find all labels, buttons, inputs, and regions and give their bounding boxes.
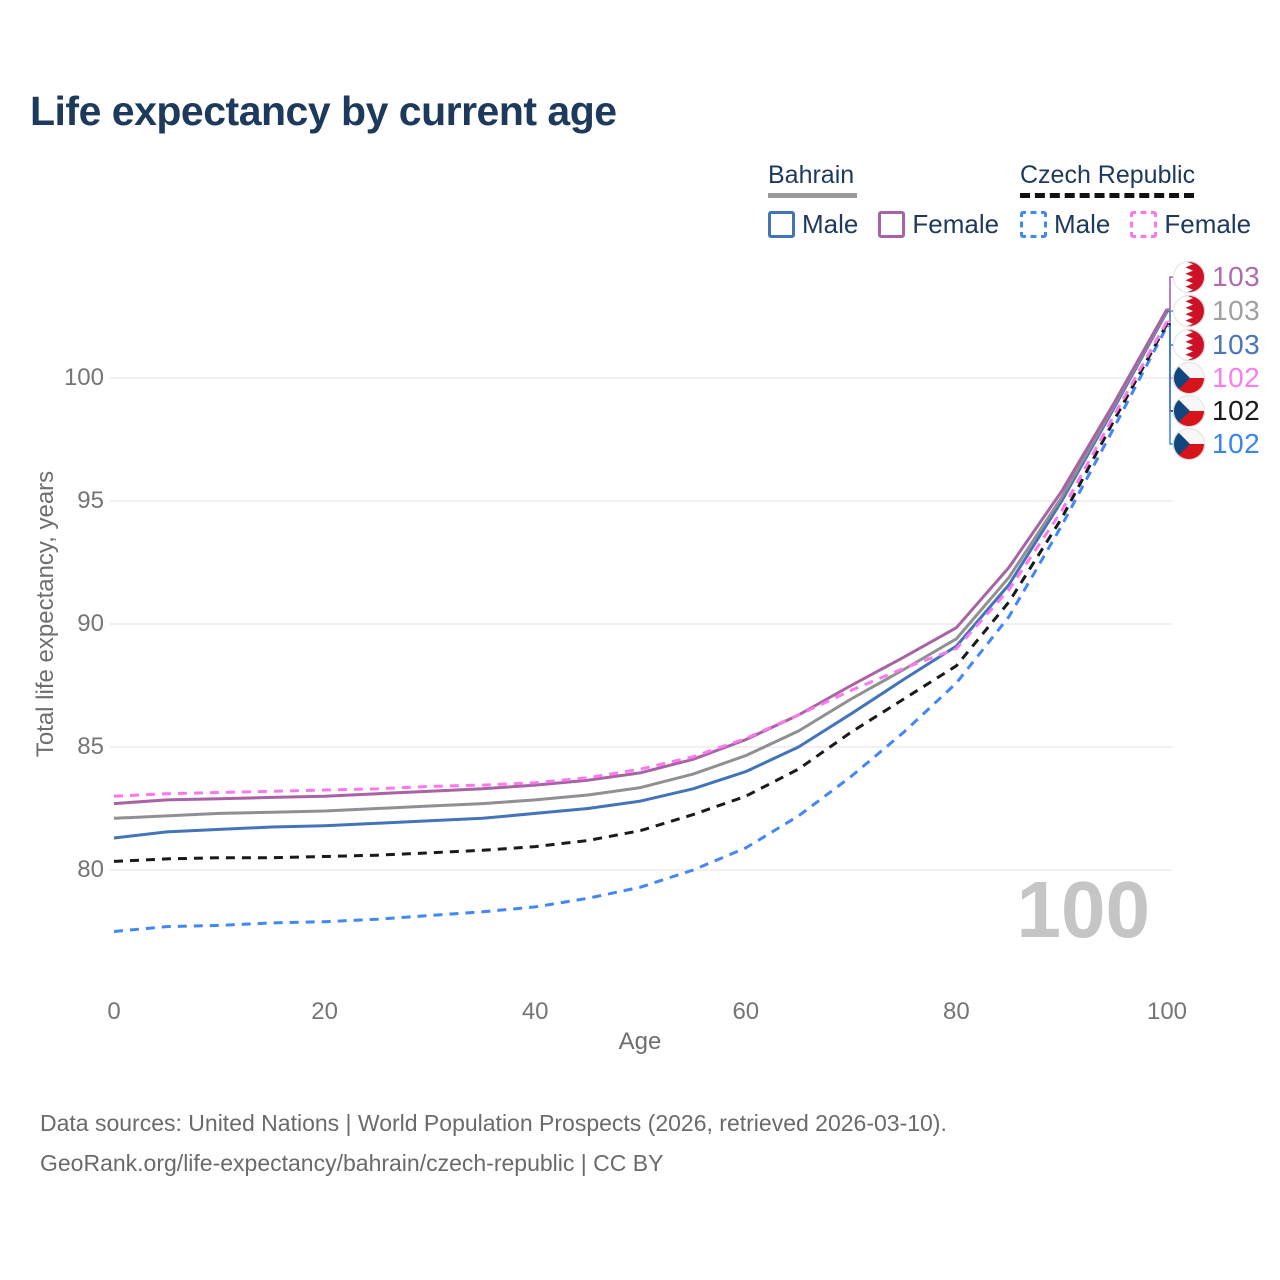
series-line-czech-republic-male[interactable]: [113, 325, 1169, 933]
end-label-bahrain-female: 103: [1173, 260, 1260, 294]
y-tick-80: 80: [77, 856, 104, 883]
czech-male-swatch-icon: [1020, 211, 1047, 238]
x-tick-40: 40: [521, 998, 549, 1025]
end-value: 103: [1212, 295, 1261, 326]
footer: Data sources: United Nations | World Pop…: [40, 1103, 947, 1183]
series-line-bahrain-female[interactable]: [113, 308, 1169, 806]
bahrain-flag-icon: [1173, 329, 1205, 361]
czech-flag-icon: [1173, 395, 1205, 427]
x-axis-title: Age: [618, 1028, 662, 1055]
legend-item-bahrain-male[interactable]: Male: [768, 209, 858, 240]
legend-item-czech-female[interactable]: Female: [1130, 209, 1251, 240]
bahrain-flag-icon: [1173, 295, 1205, 327]
x-tick-20: 20: [311, 998, 338, 1025]
bahrain-female-swatch-icon: [878, 211, 906, 238]
y-tick-90: 90: [77, 610, 104, 637]
czech-flag-icon: [1173, 428, 1205, 460]
age-watermark: 100: [1016, 865, 1150, 954]
bahrain-male-swatch-icon: [768, 211, 795, 238]
legend-label: Female: [1164, 209, 1252, 239]
czech-flag-icon: [1173, 362, 1205, 394]
legend-group-czech-republic: Czech Republic Male Female: [1020, 160, 1251, 240]
end-value: 103: [1212, 261, 1261, 292]
end-value: 102: [1212, 362, 1261, 393]
end-label-czech-republic-both-sexes: 102: [1173, 394, 1260, 428]
legend-label: Male: [1054, 209, 1111, 239]
legend-underline-czech-republic: [1020, 193, 1194, 198]
series-line-bahrain-both-sexes[interactable]: [113, 309, 1169, 820]
x-tick-100: 100: [1146, 998, 1188, 1025]
end-value: 103: [1212, 329, 1261, 360]
y-tick-85: 85: [77, 733, 104, 760]
series-line-czech-republic-female[interactable]: [113, 320, 1169, 798]
footer-data-sources: Data sources: United Nations | World Pop…: [40, 1110, 947, 1136]
legend-country-bahrain[interactable]: Bahrain: [768, 161, 855, 189]
end-label-bahrain-male: 103: [1173, 328, 1260, 362]
series-line-czech-republic-both-sexes[interactable]: [113, 323, 1169, 863]
legend-country-czech-republic[interactable]: Czech Republic: [1020, 161, 1196, 189]
end-label-czech-republic-female: 102: [1173, 361, 1260, 395]
end-label-czech-republic-male: 102: [1173, 427, 1260, 461]
y-tick-100: 100: [63, 364, 104, 391]
end-label-bahrain-both-sexes: 103: [1173, 294, 1260, 328]
legend-group-bahrain: Bahrain Male Female: [768, 160, 999, 240]
x-tick-80: 80: [943, 998, 970, 1025]
legend-underline-bahrain: [768, 193, 857, 198]
end-value: 102: [1212, 428, 1261, 459]
line-chart: [110, 276, 1177, 933]
legend-label: Male: [802, 209, 859, 239]
legend-item-bahrain-female[interactable]: Female: [878, 209, 999, 240]
legend-item-czech-male[interactable]: Male: [1020, 209, 1110, 240]
series-line-bahrain-male[interactable]: [113, 310, 1169, 840]
footer-attribution: GeoRank.org/life-expectancy/bahrain/czec…: [40, 1150, 664, 1176]
y-tick-95: 95: [77, 487, 104, 514]
x-tick-0: 0: [107, 998, 121, 1025]
czech-female-swatch-icon: [1130, 211, 1158, 238]
chart-title: Life expectancy by current age: [30, 88, 617, 134]
bahrain-flag-icon: [1173, 261, 1205, 293]
legend-label: Female: [912, 209, 1000, 239]
x-tick-60: 60: [732, 998, 760, 1025]
end-value: 102: [1212, 395, 1261, 426]
